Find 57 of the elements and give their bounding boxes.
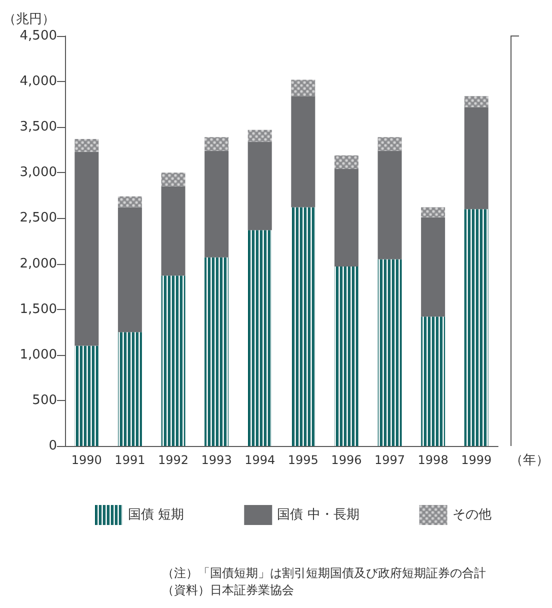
bar bbox=[118, 332, 142, 446]
bar bbox=[378, 137, 402, 151]
bar bbox=[291, 80, 316, 96]
bar bbox=[421, 217, 446, 317]
bar bbox=[248, 142, 272, 230]
bar bbox=[204, 257, 229, 446]
bar bbox=[74, 138, 99, 152]
bar bbox=[248, 130, 272, 142]
x-tick-label: 1994 bbox=[244, 453, 276, 467]
y-tick-label: 3,500 bbox=[20, 120, 57, 135]
bar bbox=[421, 316, 446, 446]
bar bbox=[291, 96, 316, 208]
bar bbox=[204, 150, 229, 258]
y-tick-label: 2,500 bbox=[20, 210, 57, 226]
y-tick-label: 4,500 bbox=[20, 28, 57, 44]
bar bbox=[118, 196, 142, 208]
x-tick-label: 1996 bbox=[331, 453, 362, 467]
y-tick-label: 0 bbox=[48, 438, 57, 454]
y-axis-title: （兆円） bbox=[3, 12, 55, 27]
legend-label: 国債 中・長期 bbox=[277, 508, 360, 522]
x-tick-label: 1995 bbox=[288, 453, 318, 467]
x-tick-label: 1992 bbox=[158, 453, 189, 467]
bar bbox=[464, 209, 488, 446]
y-tick-label: 4,000 bbox=[20, 74, 57, 90]
bar bbox=[161, 186, 186, 276]
bar bbox=[464, 107, 488, 210]
bar bbox=[334, 266, 358, 446]
bar bbox=[334, 155, 358, 170]
x-tick-label: 1991 bbox=[114, 453, 146, 467]
y-tick-label: 3,000 bbox=[20, 165, 57, 180]
bar bbox=[204, 137, 229, 151]
y-tick-label: 1,500 bbox=[20, 302, 57, 317]
bar bbox=[334, 169, 358, 267]
legend-label: その他 bbox=[452, 508, 492, 522]
bar bbox=[118, 207, 142, 332]
x-tick-label: 1993 bbox=[201, 453, 232, 467]
bar bbox=[464, 96, 488, 108]
x-tick-label: 1999 bbox=[461, 453, 492, 467]
y-tick-label: 1,000 bbox=[20, 347, 57, 362]
bar bbox=[74, 152, 99, 346]
bar bbox=[421, 207, 446, 218]
x-axis-title: （年） bbox=[510, 453, 549, 468]
bar bbox=[161, 172, 186, 186]
legend-label: 国債 短期 bbox=[128, 508, 184, 522]
bar bbox=[248, 230, 272, 446]
x-tick-label: 1997 bbox=[374, 453, 406, 467]
bar bbox=[291, 207, 316, 446]
bar bbox=[378, 259, 402, 446]
text: （注）「国債短期」は割引短期国債及び政府短期証券の合計 bbox=[162, 565, 486, 582]
y-tick-label: 2,000 bbox=[20, 256, 57, 272]
x-tick-label: 1990 bbox=[71, 453, 102, 467]
x-tick-label: 1998 bbox=[418, 453, 448, 467]
bar bbox=[161, 276, 186, 446]
bar bbox=[74, 346, 99, 446]
text: （資料）日本証券業協会 bbox=[162, 582, 295, 599]
bar bbox=[378, 150, 402, 260]
y-tick-label: 500 bbox=[32, 392, 57, 408]
